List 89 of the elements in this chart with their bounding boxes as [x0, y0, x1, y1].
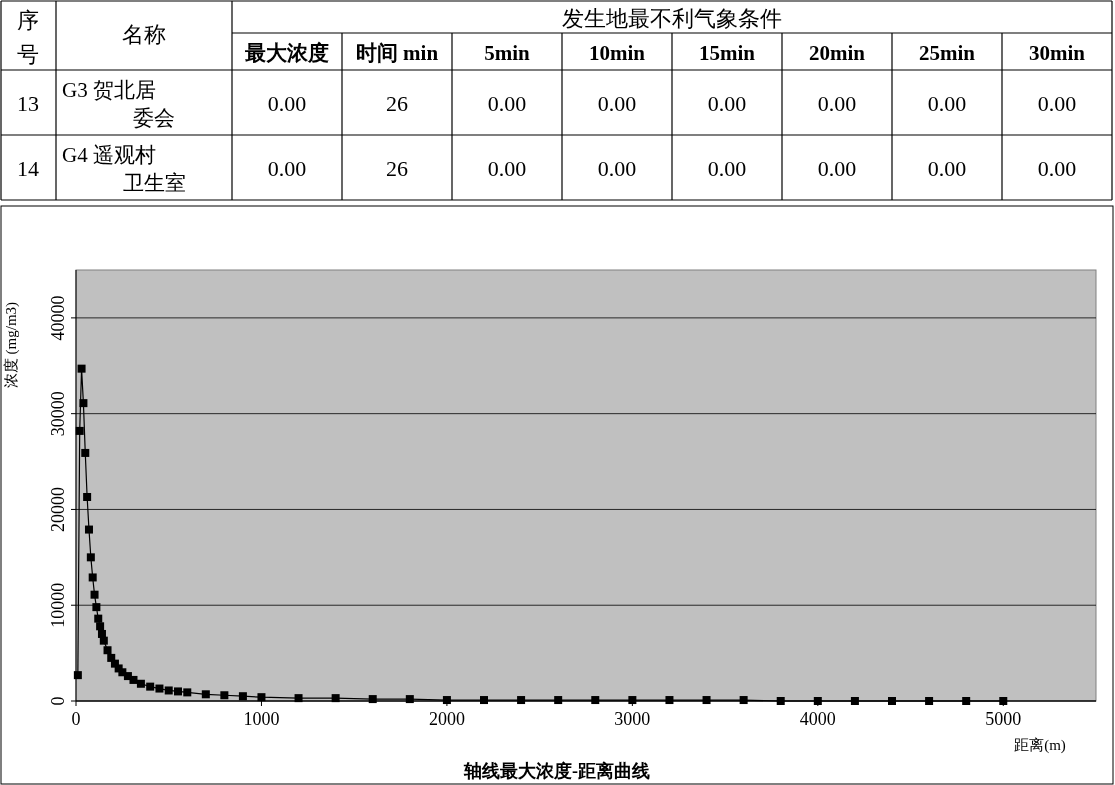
point: [813, 697, 822, 705]
data-label: 0.00: [817, 155, 857, 181]
data-label: 0.00: [927, 155, 967, 181]
data-label: 0.00: [927, 90, 967, 116]
point: [442, 696, 451, 705]
point: [84, 525, 93, 534]
data-label: 0.00: [487, 155, 527, 181]
data-label: 0.00: [707, 155, 747, 181]
point: [155, 684, 164, 693]
point: [96, 622, 105, 631]
point: [92, 603, 101, 612]
text: 13: [17, 90, 39, 116]
data-label: 0.00: [597, 90, 637, 116]
data-label: 0.00: [817, 90, 857, 116]
point: [103, 646, 112, 655]
y-tick-label: 0: [48, 696, 68, 706]
point: [628, 696, 637, 705]
point: [164, 686, 173, 695]
point: [702, 696, 711, 705]
x-tick-label: 最大浓度: [244, 41, 329, 65]
point: [238, 692, 247, 701]
point: [962, 697, 971, 705]
point: [75, 426, 84, 435]
x-tick-label: 15min: [698, 41, 756, 65]
point: [888, 697, 896, 705]
point: [86, 553, 95, 562]
y-tick-label: 10000: [48, 582, 68, 628]
x-tick-label: 4000: [799, 709, 836, 729]
point: [83, 492, 92, 501]
point: [739, 696, 748, 705]
point: [925, 697, 934, 705]
point: [294, 694, 303, 703]
y-tick-label: G3 贺北居委会: [62, 77, 175, 130]
point: [480, 696, 488, 705]
y-tick-label: 30000: [48, 391, 68, 437]
point: [146, 682, 155, 691]
point: [665, 696, 674, 705]
point: [136, 679, 145, 688]
point: [201, 690, 210, 699]
data-label: 0.00: [1037, 155, 1077, 181]
x-tick-label: 3000: [614, 709, 651, 729]
y-tick-label: G4 遥观村卫生室: [62, 142, 186, 195]
x-tick-label: 5min: [484, 41, 531, 65]
data-label: 0.00: [707, 90, 747, 116]
point: [90, 590, 99, 599]
x-tick-label: 20min: [808, 41, 866, 65]
point: [81, 448, 90, 457]
point: [776, 697, 785, 705]
x-tick-label: 时间 min: [355, 41, 439, 65]
point: [183, 688, 192, 697]
point: [220, 691, 229, 700]
point: [73, 671, 82, 680]
text: 名称: [122, 22, 166, 47]
point: [99, 636, 108, 645]
data-label: 0.00: [487, 90, 527, 116]
point: [554, 696, 563, 705]
point: [331, 694, 340, 703]
point: [79, 399, 88, 408]
y-tick-label: 20000: [48, 486, 68, 532]
text: 序号: [17, 8, 39, 67]
x-tick-label: 2000: [428, 709, 465, 729]
data-label: 0.00: [597, 155, 637, 181]
x-tick-label: 25min: [918, 41, 976, 65]
point: [591, 696, 600, 705]
x-tick-label: 30min: [1028, 41, 1086, 65]
point: [405, 695, 414, 704]
y-tick-label: 40000: [48, 295, 68, 341]
point: [77, 364, 86, 373]
text: 轴线最大浓度-距离曲线: [463, 761, 650, 781]
point: [257, 693, 266, 702]
data-label: 0.00: [267, 90, 307, 116]
point: [368, 695, 377, 704]
data-label: 0.00: [1037, 90, 1077, 116]
data-label: 26: [386, 90, 408, 116]
x-axis-title: 距离(m): [1014, 737, 1066, 754]
data-label: 0.00: [267, 155, 307, 181]
data-label: 26: [386, 155, 408, 181]
point: [850, 697, 859, 705]
point: [174, 687, 182, 696]
y-axis-title: 浓度 (mg/m3): [3, 301, 20, 389]
point: [129, 675, 138, 684]
x-tick-label: 1000: [243, 709, 280, 729]
chart-title: 发生地最不利气象条件: [562, 6, 782, 31]
point: [94, 614, 103, 623]
point: [88, 573, 97, 582]
point: [517, 696, 526, 705]
x-tick-label: 10min: [588, 41, 646, 65]
x-tick-label: 5000: [985, 709, 1022, 729]
text: 14: [17, 155, 39, 181]
